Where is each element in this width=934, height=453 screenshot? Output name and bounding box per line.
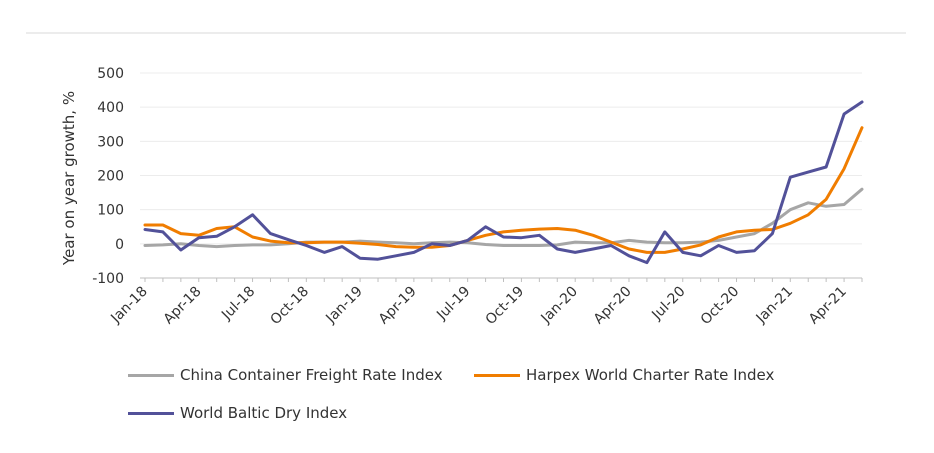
x-tick-label: Oct-18 — [268, 284, 313, 329]
legend-swatch-harpex — [474, 373, 520, 377]
legend-item-ccfi: China Container Freight Rate Index — [128, 366, 443, 384]
legend-swatch-ccfi — [128, 373, 174, 377]
series-line-1 — [143, 187, 864, 249]
x-tick-label: Jan-19 — [322, 284, 365, 327]
series-line-2 — [143, 126, 864, 254]
y-tick-label: 200 — [97, 169, 124, 185]
x-tick-label: Apr-19 — [376, 284, 420, 328]
x-tick-label: Oct-20 — [698, 284, 743, 329]
x-tick-label: Jul-19 — [433, 284, 473, 324]
legend-item-harpex: Harpex World Charter Rate Index — [474, 366, 774, 384]
legend-label-ccfi: China Container Freight Rate Index — [180, 366, 443, 384]
x-tick-label: Jan-18 — [107, 284, 150, 327]
x-tick-label: Apr-20 — [591, 284, 635, 328]
x-tick-label: Apr-21 — [806, 284, 850, 328]
legend-item-bdi: World Baltic Dry Index — [128, 404, 347, 422]
y-tick-label: 400 — [97, 100, 124, 116]
y-tick-label: -100 — [92, 271, 124, 287]
x-tick-label: Jul-20 — [648, 284, 688, 324]
y-tick-label: 500 — [97, 66, 124, 82]
y-tick-label: 300 — [97, 134, 124, 150]
y-tick-label: 0 — [115, 237, 124, 253]
legend-label-harpex: Harpex World Charter Rate Index — [526, 366, 775, 384]
y-axis-ticks: -100 0 100 200 300 400 500 — [92, 66, 124, 287]
legend-swatch-bdi — [128, 411, 174, 415]
x-tick-label: Jan-21 — [753, 284, 796, 327]
x-tick-label: Oct-19 — [483, 284, 528, 329]
series-line-3 — [143, 100, 864, 265]
series-lines — [143, 100, 864, 265]
x-tick-label: Jan-20 — [538, 284, 581, 327]
x-axis-ticks: Jan-18 Apr-18 Jul-18 Oct-18 Jan-19 Apr-19 Jul-… — [107, 278, 863, 329]
x-tick-label: Apr-18 — [161, 284, 205, 328]
y-tick-label: 100 — [97, 203, 124, 219]
x-tick-label: Jul-18 — [218, 284, 258, 324]
y-axis-title: Year on year growth, % — [60, 91, 78, 266]
legend-label-bdi: World Baltic Dry Index — [180, 404, 348, 422]
